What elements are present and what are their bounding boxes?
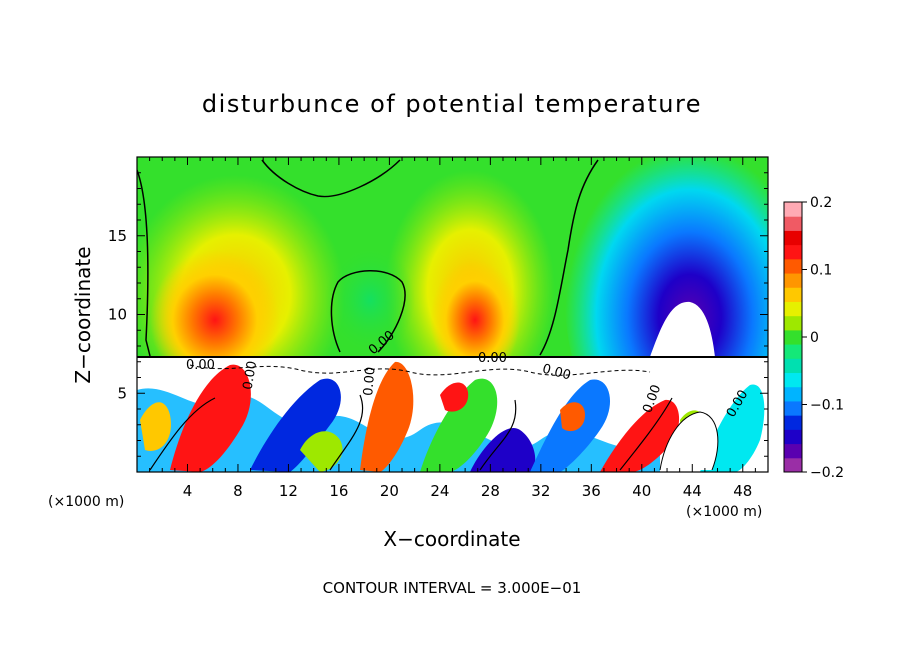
colorbar-swatch: [784, 244, 802, 260]
x-tick-label: 44: [683, 482, 702, 500]
colorbar-swatch: [784, 216, 802, 231]
y-tick-label: 15: [108, 227, 127, 245]
zero-contour-right: [539, 159, 599, 356]
x-tick-label: 12: [279, 482, 298, 500]
zero-contour-bubble: [330, 270, 406, 353]
contour-interval-note: CONTOUR INTERVAL = 3.000E−01: [323, 579, 582, 597]
contour-label: 0.00: [186, 358, 215, 373]
colorbar-swatch: [784, 301, 802, 317]
x-tick-label: 32: [531, 482, 550, 500]
y-tick-label: 10: [108, 306, 127, 324]
x-tick-label: 28: [481, 482, 500, 500]
y-axis-label: Z−coordinate: [71, 246, 95, 383]
colorbar-swatch: [784, 315, 802, 331]
warm-region-mid: [430, 260, 520, 380]
turbulent-layer: [137, 357, 768, 472]
x-tick-label: 48: [733, 482, 752, 500]
warm-region-left: [150, 250, 280, 390]
colorbar-swatch: [784, 230, 802, 246]
contour-label: 0.00: [478, 351, 507, 366]
chart-title: disturbunce of potential temperature: [202, 90, 702, 118]
white-plume: [650, 301, 715, 357]
colorbar-tick-label: −0.2: [810, 465, 844, 481]
colorbar-swatch: [784, 386, 802, 402]
colorbar-swatch: [784, 329, 802, 345]
colorbar-swatch: [784, 273, 802, 288]
x-unit-right: (×1000 m): [686, 504, 762, 520]
colorbar-swatch: [784, 287, 802, 302]
x-tick-label: 8: [233, 482, 243, 500]
x-tick-label: 36: [582, 482, 601, 500]
x-tick-label: 4: [183, 482, 193, 500]
colorbar-tick-label: 0.2: [810, 195, 832, 211]
colorbar-swatch: [784, 372, 802, 388]
colorbar-swatch: [784, 400, 802, 416]
colorbar-swatch: [784, 457, 802, 473]
x-tick-label: 24: [430, 482, 449, 500]
y-tick-label: 5: [117, 384, 127, 402]
colorbar-tick-label: 0: [810, 330, 819, 346]
plot-area: [137, 157, 768, 472]
x-unit-left: (×1000 m): [48, 494, 124, 510]
contour-label: 0.00: [541, 362, 573, 384]
x-tick-label: 40: [632, 482, 651, 500]
x-tick-label: 20: [380, 482, 399, 500]
colorbar-swatch: [784, 415, 802, 430]
colorbar-swatch: [784, 429, 802, 445]
colorbar: 0.2 0.1 0 −0.1 −0.2: [783, 195, 844, 481]
y-axis: 5 10 15: [108, 172, 768, 457]
x-axis-label: X−coordinate: [383, 527, 520, 551]
neutral-region-center: [325, 245, 415, 355]
colorbar-swatch: [784, 258, 802, 274]
zero-contour-left-edge: [137, 169, 151, 357]
contour-label: 0.00: [240, 360, 260, 391]
colorbar-swatch: [784, 344, 802, 359]
x-tick-label: 16: [329, 482, 348, 500]
colorbar-tick-label: −0.1: [810, 398, 844, 414]
contour-label: 0.00: [361, 366, 378, 396]
colorbar-swatch: [784, 358, 802, 374]
colorbar-swatch: [784, 202, 802, 217]
x-axis: 4 8 12 16 20 24 28 32 36 40 44 48: [149, 157, 756, 500]
zero-contour-top: [261, 159, 401, 198]
colorbar-tick-label: 0.1: [810, 263, 832, 279]
colorbar-swatch: [784, 443, 802, 459]
